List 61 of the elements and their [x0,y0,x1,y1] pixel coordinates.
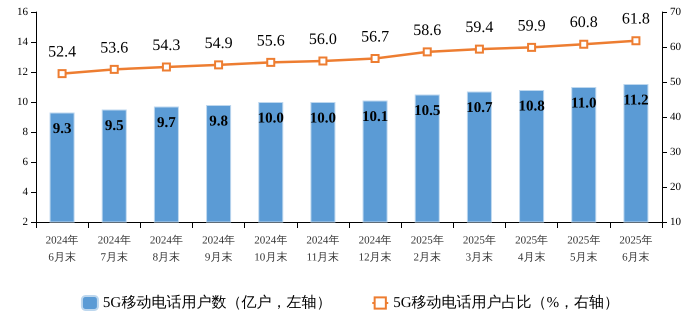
x-tick-label: 2025年 4月末 [515,234,548,264]
data-label: 61.8 [622,10,650,28]
point [318,56,328,66]
y-tick-label: 4 [22,186,28,198]
x-tick-label: 2025年 2月末 [410,234,444,264]
point [579,40,588,49]
point [422,47,432,56]
y2-tick-label: 70 [670,6,682,18]
x-tick-label: 2025年 6月末 [619,234,652,264]
data-label: 9.8 [209,114,228,130]
x-tick-label: 2024年 10月末 [254,234,288,264]
data-label: 9.7 [157,115,176,131]
x-tick-label: 2024年 6月末 [46,234,79,264]
y2-tick-label: 60 [670,41,682,53]
y-tick-label: 6 [22,156,28,168]
y-tick-label: 8 [22,126,28,138]
x-tick-label: 2024年 8月末 [150,234,183,264]
data-label: 11.0 [571,96,596,112]
point [474,44,484,54]
y2-tick-label: 20 [670,181,682,193]
point [631,36,640,46]
y2-tick-label: 10 [670,216,682,228]
x-tick-label: 2024年 11月末 [306,234,340,264]
y-tick-label: 10 [17,96,28,108]
data-label: 55.6 [256,32,285,50]
data-label: 54.3 [152,36,180,54]
y2-tick-label: 50 [670,76,682,88]
y2-tick-label: 40 [670,111,682,123]
data-label: 53.6 [100,39,128,56]
point [266,58,276,67]
data-label: 10.0 [310,110,336,126]
point [370,54,380,64]
x-tick-label: 2024年 7月末 [98,234,131,264]
point [527,42,536,52]
y-tick-label: 12 [17,66,28,78]
data-label: 60.8 [570,14,598,32]
data-label: 10.1 [362,109,388,125]
data-label: 59.9 [518,17,546,34]
data-label: 56.0 [308,31,337,48]
legend-label: 5G移动电话用户占比（%，右轴） [393,294,620,311]
point [58,69,67,78]
data-label: 56.7 [361,28,390,46]
data-label: 54.9 [204,34,233,52]
data-label: 11.2 [623,92,649,108]
point [214,60,224,70]
y-tick-label: 16 [17,6,28,18]
data-label: 52.4 [48,44,76,61]
point [162,62,171,72]
data-label: 9.3 [52,121,72,137]
y-tick-label: 14 [17,36,28,48]
x-tick-label: 2025年 5月末 [567,234,600,264]
y2-tick-label: 30 [670,146,682,158]
data-label: 9.5 [104,118,124,134]
x-tick-label: 2024年 12月末 [358,234,392,264]
legend-label: 5G移动电话用户数（亿户，左轴） [102,294,332,311]
data-label: 58.6 [413,22,442,39]
point [110,64,119,74]
data-label: 59.4 [465,19,494,36]
x-tick-label: 2025年 3月末 [462,234,496,264]
y-tick-label: 2 [22,216,28,228]
x-tick-label: 2024年 9月末 [202,234,236,264]
